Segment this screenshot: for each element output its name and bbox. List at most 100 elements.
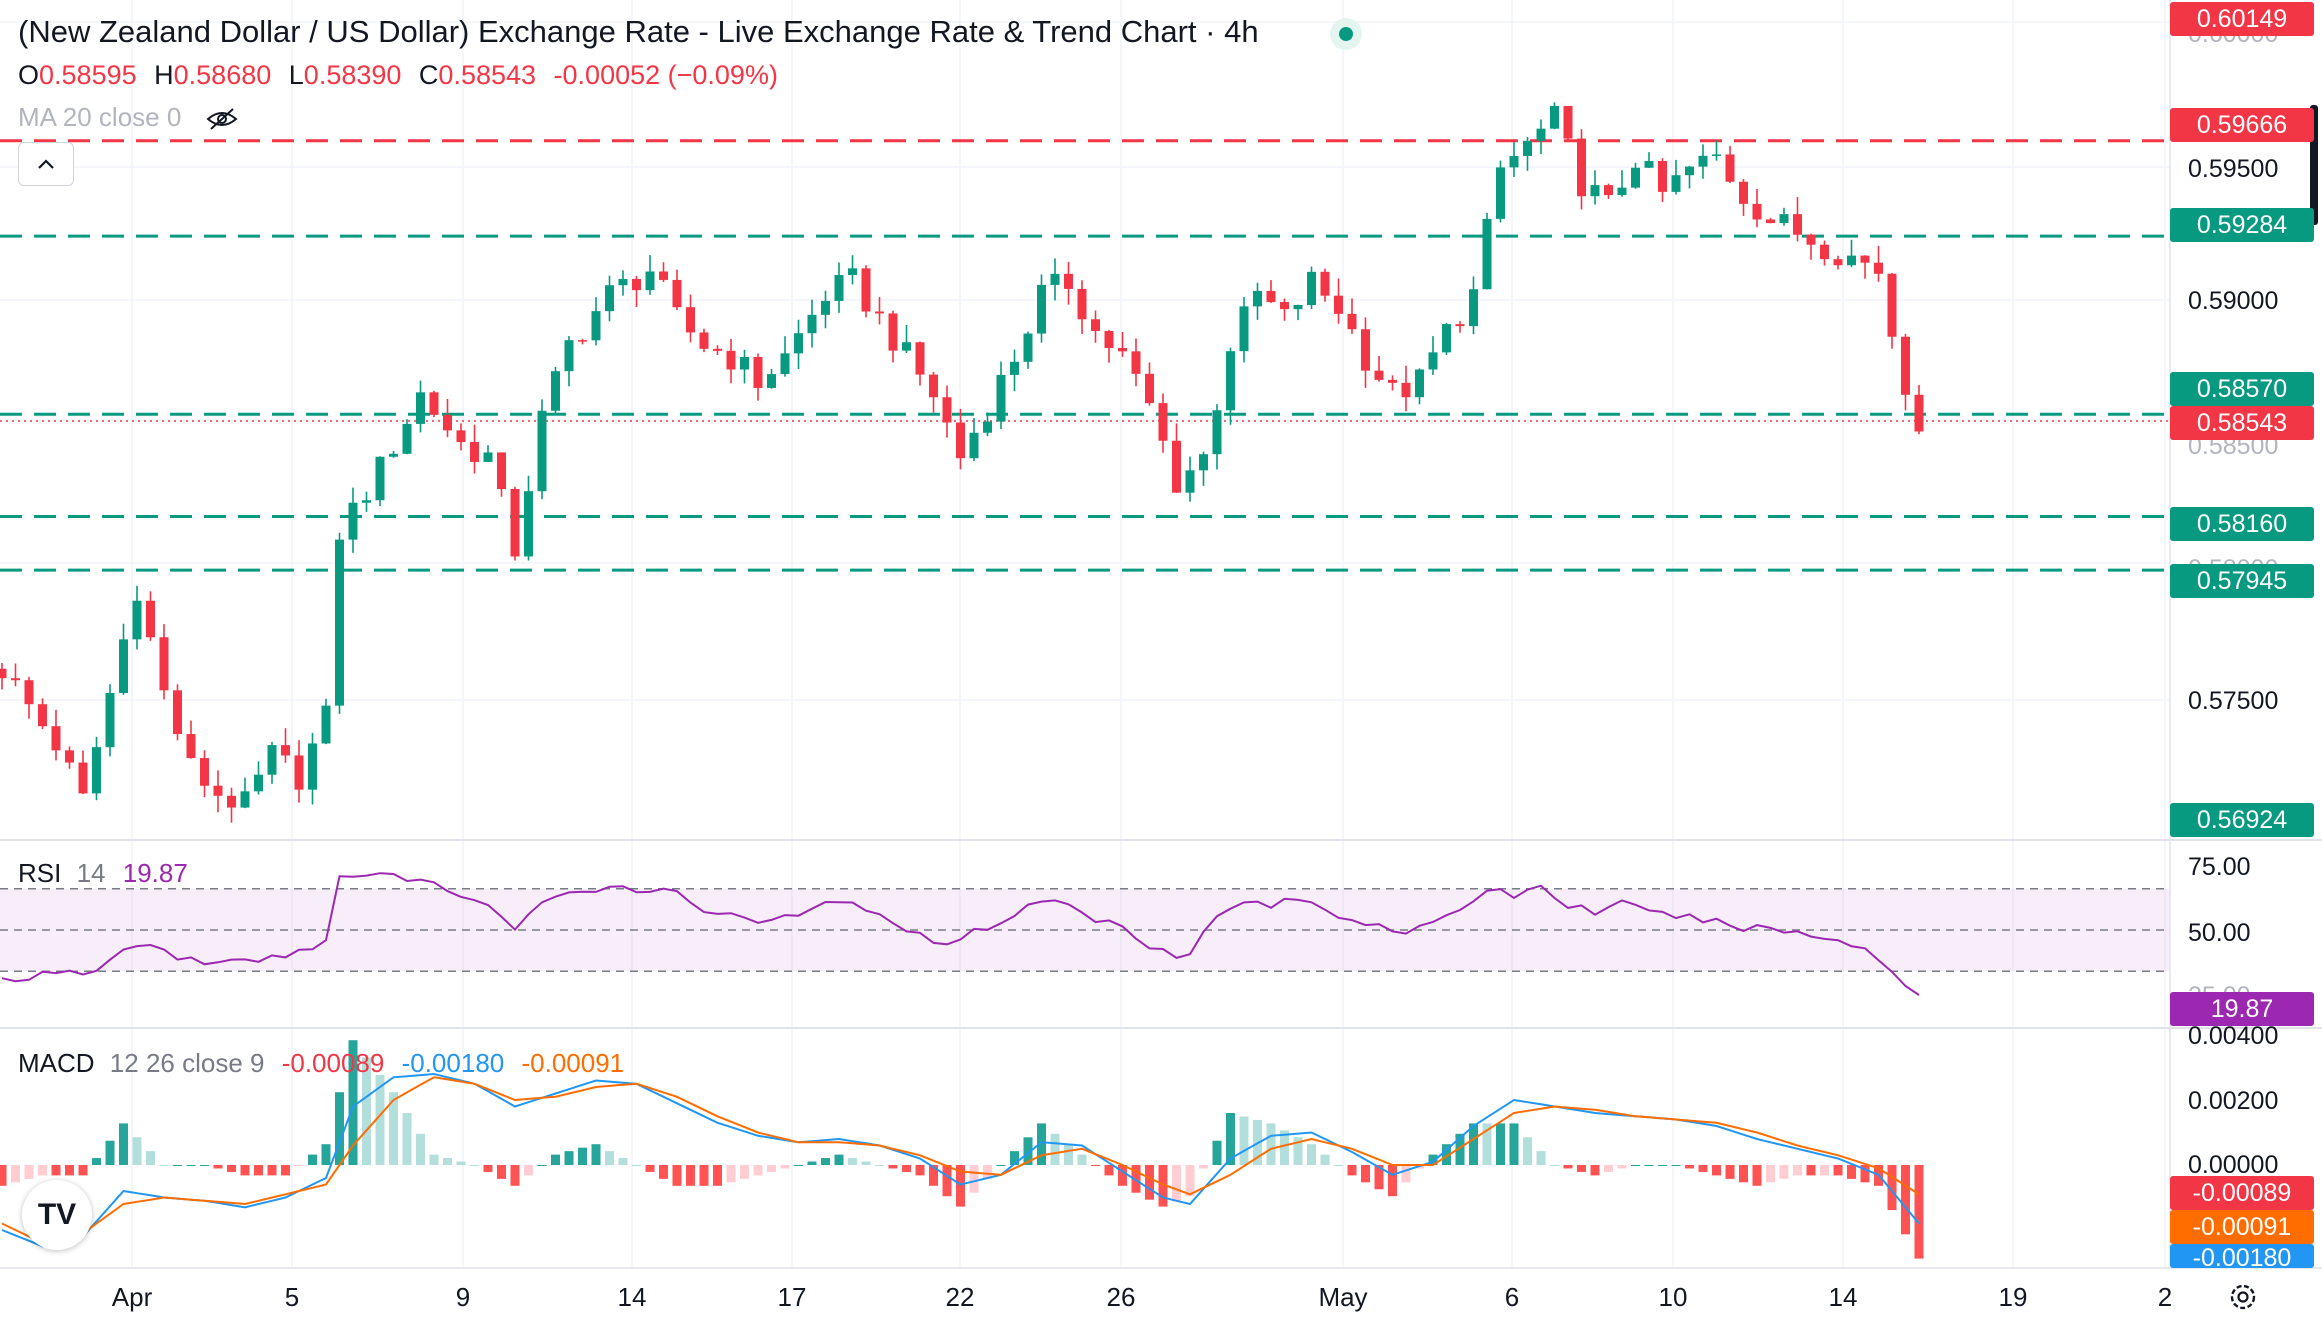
candle-body (740, 357, 749, 370)
candle-body (1104, 330, 1114, 348)
eye-off-icon[interactable] (205, 107, 239, 131)
macd-histogram-bar (105, 1140, 115, 1165)
macd-axis-label: 0.00400 (2188, 1022, 2279, 1050)
macd-histogram-bar (942, 1165, 952, 1197)
candle-body (362, 500, 371, 503)
candle-body (497, 452, 506, 489)
macd-histogram-bar (1361, 1165, 1370, 1183)
candle-body (1469, 289, 1478, 327)
macd-histogram-bar (740, 1165, 749, 1179)
candle-body (1239, 306, 1249, 352)
ma-legend[interactable]: MA 20 close 0 (18, 102, 239, 133)
candle-body (983, 421, 992, 433)
macd-histogram-bar (969, 1165, 979, 1193)
candle-body (1563, 105, 1573, 139)
candle-body (767, 374, 776, 388)
macd-signal-tag: -0.00091 (2170, 1210, 2314, 1244)
candle-body (402, 423, 412, 454)
candle-body (1820, 244, 1829, 260)
macd-histogram-bar (1887, 1165, 1897, 1211)
candle-body (821, 300, 830, 315)
macd-histogram-bar (335, 1092, 344, 1165)
macd-histogram-bar (1550, 1165, 1559, 1166)
candle-body (807, 314, 817, 334)
candle-body (254, 774, 263, 792)
collapse-legend-button[interactable] (18, 142, 74, 186)
candle-body (888, 313, 898, 351)
x-axis-label: 9 (455, 1282, 471, 1312)
macd-histogram-bar (888, 1165, 898, 1169)
macd-histogram-bar (1374, 1165, 1384, 1190)
macd-line-value: -0.00180 (401, 1048, 505, 1078)
candle-body (605, 285, 614, 312)
candle-body (1158, 403, 1168, 441)
macd-histogram-bar (753, 1165, 763, 1176)
candle-body (659, 271, 668, 280)
candle-body (1415, 369, 1424, 398)
price-axis-label: 0.57500 (2188, 687, 2279, 715)
macd-histogram-bar (875, 1165, 884, 1166)
rsi-legend: RSI 14 19.87 (18, 858, 188, 889)
macd-histogram-bar (173, 1165, 182, 1166)
candle-body (780, 353, 790, 375)
macd-histogram-bar (308, 1154, 317, 1165)
candle-body (1253, 290, 1262, 307)
macd-histogram-bar (1847, 1165, 1856, 1179)
candle-body (213, 785, 223, 796)
macd-histogram-bar (65, 1165, 74, 1176)
price-tag-58570: 0.58570 (2170, 372, 2314, 406)
candle-body (510, 488, 520, 557)
macd-histogram-bar (956, 1165, 965, 1207)
tradingview-logo[interactable]: TV (22, 1180, 92, 1250)
candle-body (1307, 271, 1316, 305)
macd-histogram-bar (1536, 1151, 1546, 1165)
price-axis-label: 0.59000 (2188, 287, 2279, 315)
macd-histogram-bar (1239, 1116, 1249, 1165)
candle-body (1428, 352, 1438, 370)
macd-histogram-bar (1145, 1165, 1154, 1200)
macd-histogram-bar (1266, 1123, 1276, 1165)
candle-body (1658, 161, 1667, 192)
macd-histogram-bar (443, 1158, 452, 1165)
candle-body (389, 453, 398, 457)
macd-histogram-bar (348, 1040, 358, 1165)
macd-histogram-bar (1658, 1165, 1667, 1166)
macd-histogram-bar (1293, 1137, 1303, 1165)
macd-histogram-bar (848, 1158, 857, 1165)
candle-body (38, 704, 47, 727)
macd-histogram-bar (456, 1161, 466, 1165)
candle-body (551, 371, 560, 411)
macd-histogram-bar (92, 1158, 101, 1165)
price-tag-59666: 0.59666 (2170, 108, 2314, 142)
candle-body (1064, 273, 1073, 289)
macd-histogram-bar (1428, 1154, 1438, 1165)
macd-histogram-bar (200, 1165, 209, 1166)
candle-body (1793, 214, 1802, 235)
candle-body (875, 311, 884, 314)
macd-histogram-bar (807, 1161, 817, 1165)
x-axis-label: 14 (1828, 1282, 1858, 1312)
x-axis-label: 14 (617, 1282, 647, 1312)
macd-histogram-bar (1523, 1137, 1532, 1165)
candle-body (915, 342, 925, 375)
candle-body (65, 750, 74, 763)
price-tag-56924: 0.56924 (2170, 803, 2314, 837)
candle-body (186, 734, 196, 759)
open-key: O (18, 60, 40, 90)
candle-body (753, 357, 763, 388)
candle-body (1644, 161, 1654, 168)
candle-body (1293, 304, 1303, 310)
high-value: 0.58680 (173, 60, 272, 90)
candle-body (794, 333, 803, 354)
macd-histogram-bar (1226, 1113, 1235, 1165)
candle-body (618, 278, 628, 286)
candle-body (1833, 259, 1843, 266)
macd-histogram-bar (281, 1165, 290, 1176)
candle-body (1361, 329, 1370, 371)
settings-button[interactable] (2226, 1280, 2260, 1322)
candle-body (1280, 302, 1289, 310)
x-axis-label: 26 (1106, 1282, 1136, 1312)
candle-body (1320, 271, 1330, 296)
macd-histogram-bar (146, 1151, 155, 1165)
